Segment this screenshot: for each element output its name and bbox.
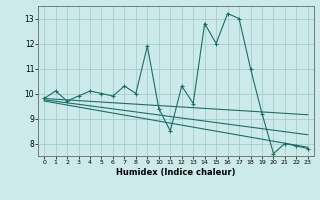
X-axis label: Humidex (Indice chaleur): Humidex (Indice chaleur) <box>116 168 236 177</box>
